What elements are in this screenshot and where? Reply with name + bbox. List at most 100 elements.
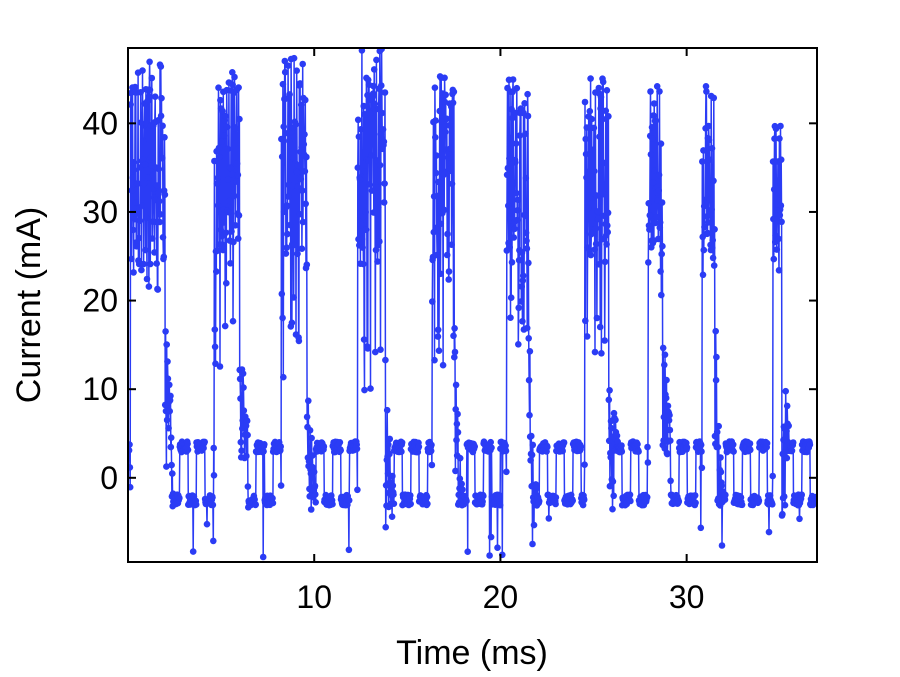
data-point: [148, 235, 156, 242]
data-point: [627, 497, 634, 505]
data-point: [649, 179, 657, 186]
plot-frame: [127, 47, 818, 563]
data-point: [311, 482, 319, 490]
data-point: [507, 294, 515, 302]
data-point: [134, 180, 141, 187]
data-point: [236, 115, 243, 123]
data-point: [432, 134, 439, 141]
data-point: [293, 67, 301, 74]
data-point: [407, 492, 414, 499]
data-point: [763, 439, 771, 447]
data-point: [503, 171, 511, 179]
data-point: [162, 328, 169, 335]
data-point: [373, 157, 381, 164]
data-point: [659, 242, 666, 250]
data-point: [699, 158, 706, 165]
data-point: [286, 91, 293, 98]
data-point: [798, 491, 805, 499]
data-point: [366, 109, 374, 117]
data-point: [164, 358, 171, 365]
data-point: [444, 230, 451, 238]
data-point: [451, 325, 458, 332]
data-point: [269, 499, 277, 507]
data-point: [783, 454, 791, 462]
data-point: [357, 221, 365, 229]
data-point: [506, 244, 513, 251]
data-point: [166, 381, 173, 389]
data-point: [381, 180, 388, 187]
data-point: [296, 80, 304, 87]
data-point: [464, 548, 472, 555]
data-point: [375, 204, 382, 211]
data-point: [235, 212, 243, 219]
data-point: [776, 135, 783, 142]
data-point: [435, 347, 443, 355]
data-point: [147, 260, 154, 268]
data-point: [456, 475, 464, 483]
data-point: [644, 443, 651, 451]
data-point: [656, 219, 664, 226]
data-point: [650, 112, 657, 119]
data-point: [513, 216, 521, 224]
data-point: [714, 443, 722, 451]
data-point: [156, 197, 163, 205]
data-point: [712, 327, 719, 335]
data-point: [705, 136, 713, 144]
data-point: [382, 523, 390, 531]
data-point: [702, 83, 710, 90]
data-point: [591, 167, 598, 175]
data-point: [154, 286, 162, 293]
data-point: [581, 98, 589, 106]
data-point: [132, 89, 140, 96]
data-point: [359, 235, 366, 243]
data-point: [277, 482, 285, 489]
data-point: [486, 552, 493, 559]
x-tick-label: 30: [669, 579, 705, 615]
data-point: [161, 134, 168, 141]
data-point: [305, 458, 313, 465]
data-point: [368, 187, 376, 194]
data-point: [380, 138, 388, 145]
data-point: [143, 275, 151, 283]
data-point: [239, 370, 247, 377]
data-point: [775, 267, 783, 274]
data-point: [278, 290, 286, 298]
data-point: [302, 200, 310, 208]
data-point: [738, 501, 746, 509]
data-point: [523, 245, 531, 252]
data-point: [356, 176, 364, 183]
data-point: [298, 245, 306, 252]
data-point: [496, 492, 504, 499]
data-point: [216, 153, 223, 161]
data-point: [648, 124, 656, 131]
data-point: [589, 146, 597, 154]
data-point: [683, 444, 691, 451]
data-point: [225, 208, 232, 216]
data-point: [512, 140, 520, 147]
data-point: [545, 515, 553, 522]
data-point: [612, 416, 619, 424]
data-point: [139, 156, 147, 163]
data-point: [779, 510, 786, 518]
data-point: [289, 182, 297, 190]
data-point: [658, 291, 665, 299]
data-point: [592, 225, 600, 232]
data-point: [221, 322, 229, 330]
data-point: [591, 348, 599, 356]
data-point: [782, 387, 789, 395]
data-point: [601, 337, 608, 344]
data-point: [131, 215, 138, 223]
data-point: [361, 111, 369, 118]
data-point: [284, 230, 291, 238]
data-point: [650, 100, 658, 107]
data-point: [164, 375, 172, 383]
data-point: [661, 361, 668, 369]
data-point: [218, 241, 226, 248]
data-point: [610, 492, 617, 500]
data-point: [445, 276, 453, 283]
data-point: [778, 218, 785, 226]
data-point: [442, 91, 450, 99]
data-point: [604, 209, 612, 217]
data-point: [438, 108, 446, 116]
data-point: [303, 413, 311, 421]
